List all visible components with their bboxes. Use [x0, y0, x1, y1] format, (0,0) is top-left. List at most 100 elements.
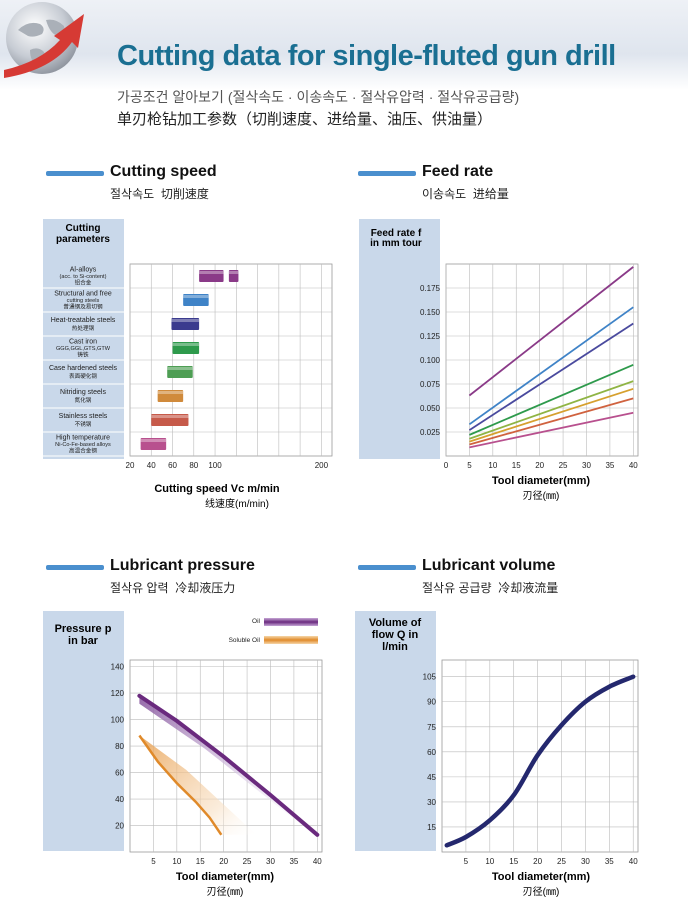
x-tick-label: 10 [488, 461, 497, 470]
x-tick-label: 35 [605, 461, 614, 470]
y-tick-label: 60 [115, 769, 124, 778]
y-tick-label: 45 [427, 773, 436, 782]
y-tick-label: 0.100 [420, 356, 441, 365]
y-tick-label: 0.175 [420, 284, 441, 293]
x-tick-label: 40 [629, 461, 638, 470]
y-tick-label: 20 [115, 822, 124, 831]
category-label: Stainless steels 不锈钢 [59, 413, 108, 428]
x-tick-label: 30 [266, 857, 275, 866]
feed-rate-subtitle: 이송속도 进给量 [422, 187, 509, 201]
category-label: High temperature Ni-Co-Fe-based alloys 高温合… [55, 434, 111, 454]
page-subtitle-cn: 单刃枪钻加工参数（切削速度、进给量、油压、供油量） [117, 111, 493, 128]
x-axis-title: Tool diameter(mm) [492, 871, 591, 883]
x-tick-label: 5 [151, 857, 156, 866]
x-tick-label: 30 [581, 857, 590, 866]
y-tick-label: 140 [111, 663, 125, 672]
plot-area [441, 659, 639, 853]
page-subtitle-kr: 가공조건 알아보기 (절삭속도 · 이송속도 · 절삭유압력 · 절삭유공급량) [117, 89, 520, 105]
category-label: Structural and free cutting steels 普通钢及易切钢 [54, 290, 112, 310]
y-axis-title: Pressure p in bar [55, 623, 112, 647]
x-axis-title-cn: 刃径(㎜) [523, 489, 560, 502]
x-tick-label: 35 [289, 857, 298, 866]
ylabel-panel [359, 219, 440, 459]
y-tick-label: 0.050 [420, 404, 441, 413]
lubricant-pressure-chart: Pressure p in bar 5 10 15 20 25 30 35 40 20 40 60 80… [43, 611, 323, 898]
ylabel-panel [43, 611, 124, 851]
x-tick-label: 30 [582, 461, 591, 470]
feed-rate-chart: Feed rate f in mm tour 0 5 10 15 20 25 30 35 40 0.… [359, 219, 639, 502]
y-tick-label: 105 [423, 673, 437, 682]
x-tick-label: 5 [467, 461, 472, 470]
y-tick-label: 15 [427, 823, 436, 832]
bar [199, 270, 224, 282]
x-axis-title-cn: 线速度(m/min) [205, 497, 269, 510]
y-tick-label: 0.025 [420, 428, 441, 437]
series-line [468, 322, 634, 431]
x-tick-label: 40 [629, 857, 638, 866]
x-tick-label: 25 [557, 857, 566, 866]
lubricant-pressure-subtitle: 절삭유 압력 冷却液压力 [110, 581, 236, 595]
x-tick-label: 60 [168, 461, 177, 470]
y-tick-label: 60 [427, 748, 436, 757]
lubricant-volume-subtitle: 절삭유 공급량 冷却液流量 [422, 581, 559, 595]
series-line [469, 387, 634, 443]
x-tick-label: 40 [313, 857, 322, 866]
series-line [469, 411, 634, 449]
x-tick-label: 80 [189, 461, 198, 470]
legend-swatch-soluble-oil [264, 636, 318, 644]
feed-rate-title: Feed rate [422, 163, 494, 180]
lubricant-pressure-title: Lubricant pressure [110, 557, 255, 574]
cutting-speed-accent-bar [46, 171, 104, 176]
y-tick-label: 75 [427, 723, 436, 732]
bar [167, 366, 193, 378]
x-tick-label: 15 [196, 857, 205, 866]
bar [157, 390, 184, 402]
x-tick-label: 10 [172, 857, 181, 866]
bar [228, 270, 239, 282]
bar [172, 342, 200, 354]
x-tick-label: 20 [535, 461, 544, 470]
x-tick-label: 25 [243, 857, 252, 866]
x-tick-label: 15 [509, 857, 518, 866]
feed-rate-accent-bar [358, 171, 416, 176]
y-tick-label: 80 [115, 742, 124, 751]
x-axis-title-cn: 刃径(㎜) [523, 885, 560, 898]
page-title: Cutting data for single-fluted gun drill [117, 40, 616, 72]
oil-area [139, 695, 318, 838]
y-tick-label: 0.125 [420, 332, 441, 341]
x-axis-title: Tool diameter(mm) [492, 475, 591, 487]
category-label: Nitriding steels 氮化钢 [60, 389, 106, 404]
y-tick-label: 0.150 [420, 308, 441, 317]
x-tick-label: 20 [219, 857, 228, 866]
category-label: Cast iron GGG,GGL,GTS,GTW 铸铁 [56, 338, 111, 358]
legend-swatch-oil [264, 618, 318, 626]
x-axis-title: Cutting speed Vc m/min [154, 483, 280, 495]
category-panel [43, 219, 124, 459]
x-tick-label: 100 [208, 461, 222, 470]
y-axis-title: Cutting parameters [56, 223, 110, 245]
oil-line [137, 693, 320, 837]
lubricant-volume-accent-bar [358, 565, 416, 570]
category-label: Heat-treatable steels 热处理钢 [51, 317, 116, 332]
globe-arrow-icon [4, 2, 84, 78]
x-tick-label: 0 [444, 461, 449, 470]
cutting-speed-chart: Cutting parameters Al-alloys (acc. to Si-c… [43, 219, 333, 510]
category-label: Case hardened steels 表面硬化钢 [49, 365, 118, 380]
cutting-speed-title: Cutting speed [110, 163, 217, 180]
x-tick-label: 25 [559, 461, 568, 470]
x-tick-label: 20 [533, 857, 542, 866]
x-tick-label: 10 [485, 857, 494, 866]
x-tick-label: 20 [126, 461, 135, 470]
y-tick-label: 40 [115, 795, 124, 804]
x-tick-label: 5 [464, 857, 469, 866]
legend-label: Soluble Oil [229, 637, 261, 644]
bar [151, 414, 189, 426]
y-axis-title: Feed rate f in mm tour [370, 228, 422, 249]
lubricant-volume-title: Lubricant volume [422, 557, 556, 574]
cutting-speed-subtitle: 절삭속도 切削速度 [110, 187, 209, 201]
x-tick-label: 200 [315, 461, 329, 470]
y-axis-title: Volume of flow Q in l/min [369, 617, 422, 653]
series-line [469, 363, 634, 436]
x-tick-label: 40 [147, 461, 156, 470]
series-line [469, 397, 634, 446]
